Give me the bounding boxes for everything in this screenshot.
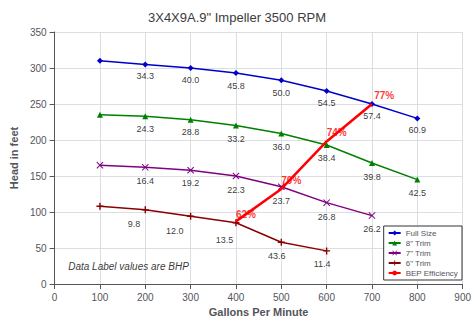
svg-text:Data Label values are BHP: Data Label values are BHP (68, 261, 189, 272)
svg-text:200: 200 (137, 292, 154, 303)
svg-text:38.4: 38.4 (318, 153, 336, 163)
svg-text:100: 100 (92, 292, 109, 303)
svg-text:700: 700 (364, 292, 381, 303)
svg-text:0: 0 (52, 292, 58, 303)
svg-text:12.0: 12.0 (166, 226, 184, 236)
svg-text:57.4: 57.4 (363, 111, 381, 121)
svg-text:26.2: 26.2 (363, 224, 381, 234)
svg-text:Gallons Per Minute: Gallons Per Minute (209, 306, 309, 318)
svg-text:19.2: 19.2 (182, 178, 200, 188)
svg-text:42.5: 42.5 (409, 188, 427, 198)
svg-text:Full Size: Full Size (406, 229, 437, 238)
svg-text:26.8: 26.8 (318, 212, 336, 222)
svg-text:23.7: 23.7 (273, 196, 291, 206)
svg-text:11.4: 11.4 (314, 259, 331, 269)
svg-text:40.0: 40.0 (182, 75, 200, 85)
svg-text:6" Trim: 6" Trim (406, 259, 431, 268)
svg-text:300: 300 (30, 63, 47, 74)
svg-text:70%: 70% (281, 175, 301, 186)
svg-text:50: 50 (35, 243, 47, 254)
svg-text:24.3: 24.3 (137, 124, 155, 134)
svg-text:500: 500 (273, 292, 290, 303)
svg-text:800: 800 (409, 292, 426, 303)
svg-text:50.0: 50.0 (273, 88, 291, 98)
svg-text:54.5: 54.5 (318, 98, 336, 108)
svg-text:600: 600 (318, 292, 335, 303)
svg-text:250: 250 (30, 99, 47, 110)
svg-text:BEP Efficiency: BEP Efficiency (406, 269, 458, 278)
svg-text:43.6: 43.6 (268, 251, 286, 261)
svg-text:900: 900 (454, 292, 471, 303)
svg-text:16.4: 16.4 (137, 176, 155, 186)
svg-text:77%: 77% (374, 90, 394, 101)
svg-text:3X4X9A.9" Impeller 3500 RPM: 3X4X9A.9" Impeller 3500 RPM (148, 10, 326, 25)
svg-text:62%: 62% (236, 209, 256, 220)
svg-text:7" Trim: 7" Trim (406, 249, 431, 258)
svg-text:33.2: 33.2 (227, 134, 245, 144)
svg-text:9.8: 9.8 (128, 219, 141, 229)
svg-text:34.3: 34.3 (137, 71, 155, 81)
svg-text:39.8: 39.8 (363, 172, 381, 182)
svg-text:300: 300 (182, 292, 199, 303)
svg-text:28.8: 28.8 (182, 127, 200, 137)
svg-text:150: 150 (30, 171, 47, 182)
svg-text:200: 200 (30, 135, 47, 146)
svg-text:0: 0 (41, 279, 47, 290)
svg-text:400: 400 (228, 292, 245, 303)
svg-text:8" Trim: 8" Trim (406, 239, 431, 248)
svg-text:Head in feet: Head in feet (8, 126, 20, 189)
svg-text:60.9: 60.9 (409, 125, 427, 135)
svg-text:100: 100 (30, 207, 47, 218)
svg-text:36.0: 36.0 (273, 142, 291, 152)
svg-text:74%: 74% (327, 127, 347, 138)
svg-text:350: 350 (30, 27, 47, 38)
svg-text:13.5: 13.5 (216, 235, 234, 245)
svg-text:22.3: 22.3 (227, 185, 245, 195)
svg-text:45.8: 45.8 (227, 81, 245, 91)
